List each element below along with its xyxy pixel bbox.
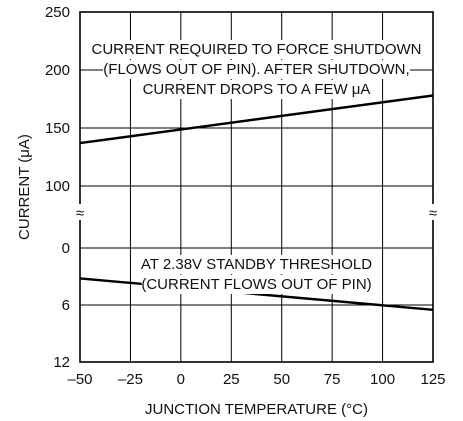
y-axis-title: CURRENT (μA) <box>16 134 33 240</box>
x-tick-labels: –50 –25 0 25 50 75 100 125 <box>67 371 445 388</box>
plot-frame <box>79 11 434 363</box>
x-axis-title: JUNCTION TEMPERATURE (°C) <box>145 401 368 418</box>
y-tick-label: 250 <box>45 4 70 21</box>
annotations: CURRENT REQUIRED TO FORCE SHUTDOWN (FLOWS… <box>91 40 422 294</box>
y-tick-label: 12 <box>53 354 70 371</box>
y-tick-label: 150 <box>45 120 70 137</box>
axis-break-gap <box>428 204 438 220</box>
x-tick-label: 75 <box>324 371 341 388</box>
series-line <box>79 94 434 145</box>
y-tick-label: 6 <box>62 297 70 314</box>
annotation-bg <box>141 275 372 294</box>
y-tick-label: 100 <box>45 178 70 195</box>
axis-break-markers: ≈ ≈ <box>75 204 438 222</box>
annotation-line: CURRENT DROPS TO A FEW μA <box>143 81 371 98</box>
annotation-bg <box>107 40 406 59</box>
x-tick-label: 0 <box>177 371 185 388</box>
annotation-line: CURRENT REQUIRED TO FORCE SHUTDOWN <box>91 41 421 58</box>
y-tick-labels: 100 150 200 250 0 6 12 <box>45 4 70 371</box>
x-tick-label: 25 <box>223 371 240 388</box>
annotation-line: (FLOWS OUT OF PIN). AFTER SHUTDOWN, <box>103 61 409 78</box>
x-tick-label: –50 <box>67 371 92 388</box>
annotation-line: (CURRENT FLOWS OUT OF PIN) <box>141 276 371 293</box>
x-tick-label: 100 <box>370 371 395 388</box>
x-tick-label: –25 <box>118 371 143 388</box>
y-tick-label: 0 <box>62 240 70 257</box>
annotation-bg <box>141 255 372 274</box>
x-tick-label: 125 <box>420 371 445 388</box>
axis-break-marker: ≈ <box>76 205 84 222</box>
annotation-bg <box>103 60 410 79</box>
axis-break-gap <box>75 204 85 220</box>
series-line <box>79 277 434 311</box>
axis-break-marker: ≈ <box>429 205 437 222</box>
x-tick-label: 50 <box>273 371 290 388</box>
y-tick-label: 200 <box>45 62 70 79</box>
series-lines <box>79 94 434 311</box>
annotation-bg <box>146 80 367 99</box>
annotation-line: AT 2.38V STANDBY THRESHOLD <box>141 256 372 273</box>
